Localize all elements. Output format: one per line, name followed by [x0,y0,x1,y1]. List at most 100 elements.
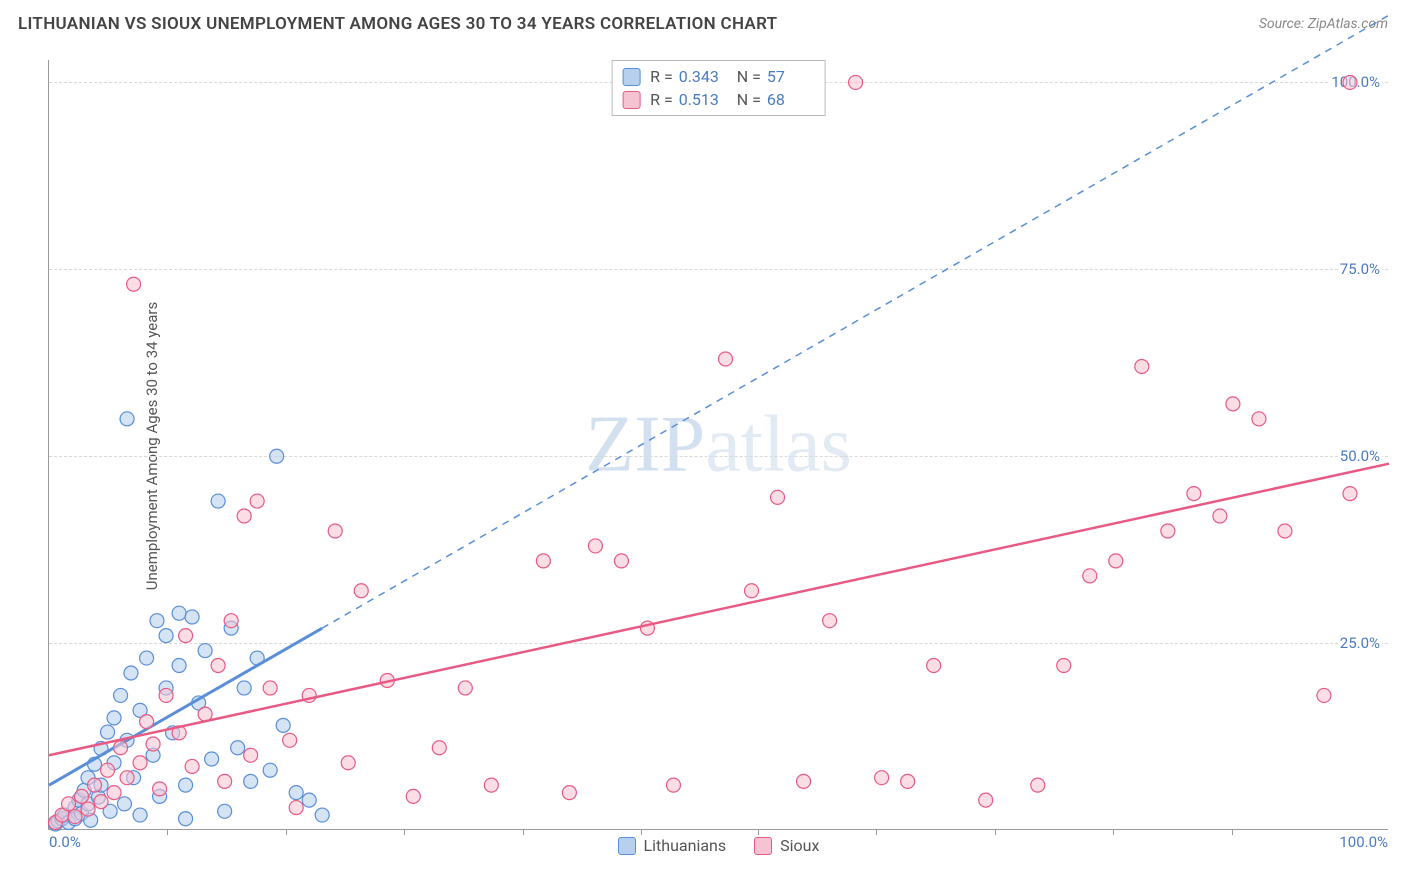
data-point [218,774,232,788]
n-value-lithuanians: 57 [767,67,815,86]
chart-title: LITHUANIAN VS SIOUX UNEMPLOYMENT AMONG A… [18,14,777,34]
x-tick [1113,829,1114,835]
data-point [263,681,277,695]
source-label: Source: [1259,16,1304,32]
data-point [62,797,76,811]
data-point [218,804,232,818]
data-point [289,786,303,800]
data-point [114,741,128,755]
data-point [302,793,316,807]
data-point [328,524,342,538]
data-point [270,449,284,463]
data-point [159,629,173,643]
data-point [114,688,128,702]
data-point [1213,509,1227,523]
stats-legend-box: R = 0.343 N = 57 R = 0.513 N = 68 [611,60,826,116]
data-point [179,629,193,643]
data-point [117,797,131,811]
data-point [211,659,225,673]
data-point [127,277,141,291]
data-point [562,786,576,800]
data-point [68,810,82,824]
title-bar: LITHUANIAN VS SIOUX UNEMPLOYMENT AMONG A… [18,14,1388,34]
n-label: N = [737,67,761,86]
data-point [237,509,251,523]
data-point [185,759,199,773]
r-label: R = [650,90,673,109]
data-point [179,812,193,826]
x-tick [523,829,524,835]
data-point [205,752,219,766]
data-point [231,741,245,755]
data-point [1252,412,1266,426]
data-point [1083,569,1097,583]
x-tick [758,829,759,835]
data-point [1187,487,1201,501]
data-point [666,778,680,792]
x-tick [1232,829,1233,835]
data-point [211,494,225,508]
data-point [107,786,121,800]
data-point [244,774,258,788]
data-point [244,748,258,762]
source-name: ZipAtlas.com [1308,16,1388,32]
data-point [179,778,193,792]
data-point [823,614,837,628]
trend-line [49,464,1389,756]
data-point [406,789,420,803]
data-point [120,771,134,785]
data-point [88,778,102,792]
data-point [146,737,160,751]
data-point [1109,554,1123,568]
data-point [875,771,889,785]
data-point [159,688,173,702]
data-point [719,352,733,366]
data-point [124,666,138,680]
r-value-lithuanians: 0.343 [679,67,727,86]
data-point [458,681,472,695]
legend-label-lithuanians: Lithuanians [644,836,727,855]
data-point [120,412,134,426]
data-point [614,554,628,568]
data-point [745,584,759,598]
trend-line [49,628,322,785]
data-point [133,808,147,822]
plot-area: ZIPatlas 25.0%50.0%75.0%100.0% R = 0.343… [48,60,1388,830]
data-point [1278,524,1292,538]
data-point [1031,778,1045,792]
data-point [224,614,238,628]
data-point [536,554,550,568]
swatch-sioux [754,837,772,855]
data-point [849,75,863,89]
data-point [283,733,297,747]
x-tick [995,829,996,835]
data-point [771,490,785,504]
data-point [1226,397,1240,411]
data-point [101,725,115,739]
x-tick [641,829,642,835]
data-point [1057,659,1071,673]
trend-line-extrapolated [322,15,1389,628]
data-point [1317,688,1331,702]
data-point [133,756,147,770]
data-point [1343,75,1357,89]
data-point [1135,360,1149,374]
data-point [153,782,167,796]
data-point [341,756,355,770]
bottom-legend: Lithuanians Sioux [49,836,1388,855]
data-point [1161,524,1175,538]
data-point [901,774,915,788]
swatch-lithuanians [618,837,636,855]
data-point [588,539,602,553]
data-point [185,610,199,624]
data-point [484,778,498,792]
data-point [797,774,811,788]
r-label: R = [650,67,673,86]
data-point [979,793,993,807]
x-tick [167,829,168,835]
data-point [150,614,164,628]
stats-row-lithuanians: R = 0.343 N = 57 [622,65,815,88]
data-point [172,659,186,673]
chart-container: LITHUANIAN VS SIOUX UNEMPLOYMENT AMONG A… [0,0,1406,892]
data-point [101,763,115,777]
